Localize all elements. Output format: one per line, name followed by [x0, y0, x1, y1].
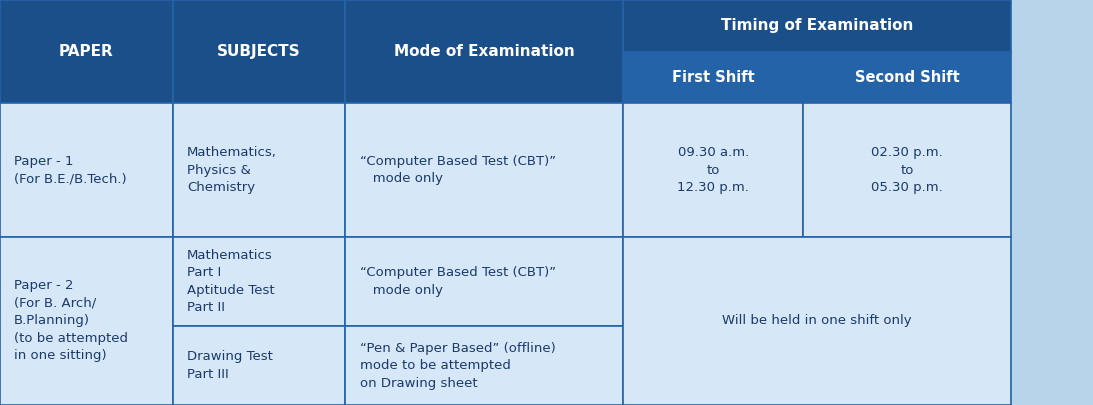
Bar [173, 103, 345, 237]
Text: PAPER: PAPER [59, 44, 114, 59]
Text: “Computer Based Test (CBT)”
   mode only: “Computer Based Test (CBT)” mode only [360, 266, 555, 297]
Text: Timing of Examination: Timing of Examination [720, 18, 914, 34]
Bar [173, 0, 345, 103]
Bar [345, 103, 623, 237]
Bar [0, 237, 173, 405]
Bar [0, 103, 173, 237]
Bar [623, 103, 803, 237]
Text: Second Shift: Second Shift [855, 70, 960, 85]
Bar [345, 237, 623, 326]
Text: Will be held in one shift only: Will be held in one shift only [722, 314, 912, 328]
Text: 09.30 a.m.
to
12.30 p.m.: 09.30 a.m. to 12.30 p.m. [678, 146, 749, 194]
Text: Drawing Test
Part III: Drawing Test Part III [187, 350, 273, 381]
Bar [173, 237, 345, 326]
Bar [345, 326, 623, 405]
Text: Mathematics
Part I
Aptitude Test
Part II: Mathematics Part I Aptitude Test Part II [187, 249, 274, 314]
Text: Mode of Examination: Mode of Examination [393, 44, 575, 59]
Text: SUBJECTS: SUBJECTS [218, 44, 301, 59]
Bar [623, 0, 1011, 52]
Text: Mathematics,
Physics &
Chemistry: Mathematics, Physics & Chemistry [187, 146, 277, 194]
Text: First Shift: First Shift [672, 70, 754, 85]
Bar [623, 237, 1011, 405]
Text: 02.30 p.m.
to
05.30 p.m.: 02.30 p.m. to 05.30 p.m. [871, 146, 943, 194]
Bar [803, 52, 1011, 103]
Text: Paper - 1
(For B.E./B.Tech.): Paper - 1 (For B.E./B.Tech.) [14, 155, 127, 185]
Text: “Computer Based Test (CBT)”
   mode only: “Computer Based Test (CBT)” mode only [360, 155, 555, 185]
Bar [0, 0, 173, 103]
Bar [623, 52, 803, 103]
Text: “Pen & Paper Based” (offline)
mode to be attempted
on Drawing sheet: “Pen & Paper Based” (offline) mode to be… [360, 341, 555, 390]
Bar [173, 326, 345, 405]
Text: Paper - 2
(For B. Arch/
B.Planning)
(to be attempted
in one sitting): Paper - 2 (For B. Arch/ B.Planning) (to … [14, 279, 128, 362]
Bar [345, 0, 623, 103]
Bar [803, 103, 1011, 237]
